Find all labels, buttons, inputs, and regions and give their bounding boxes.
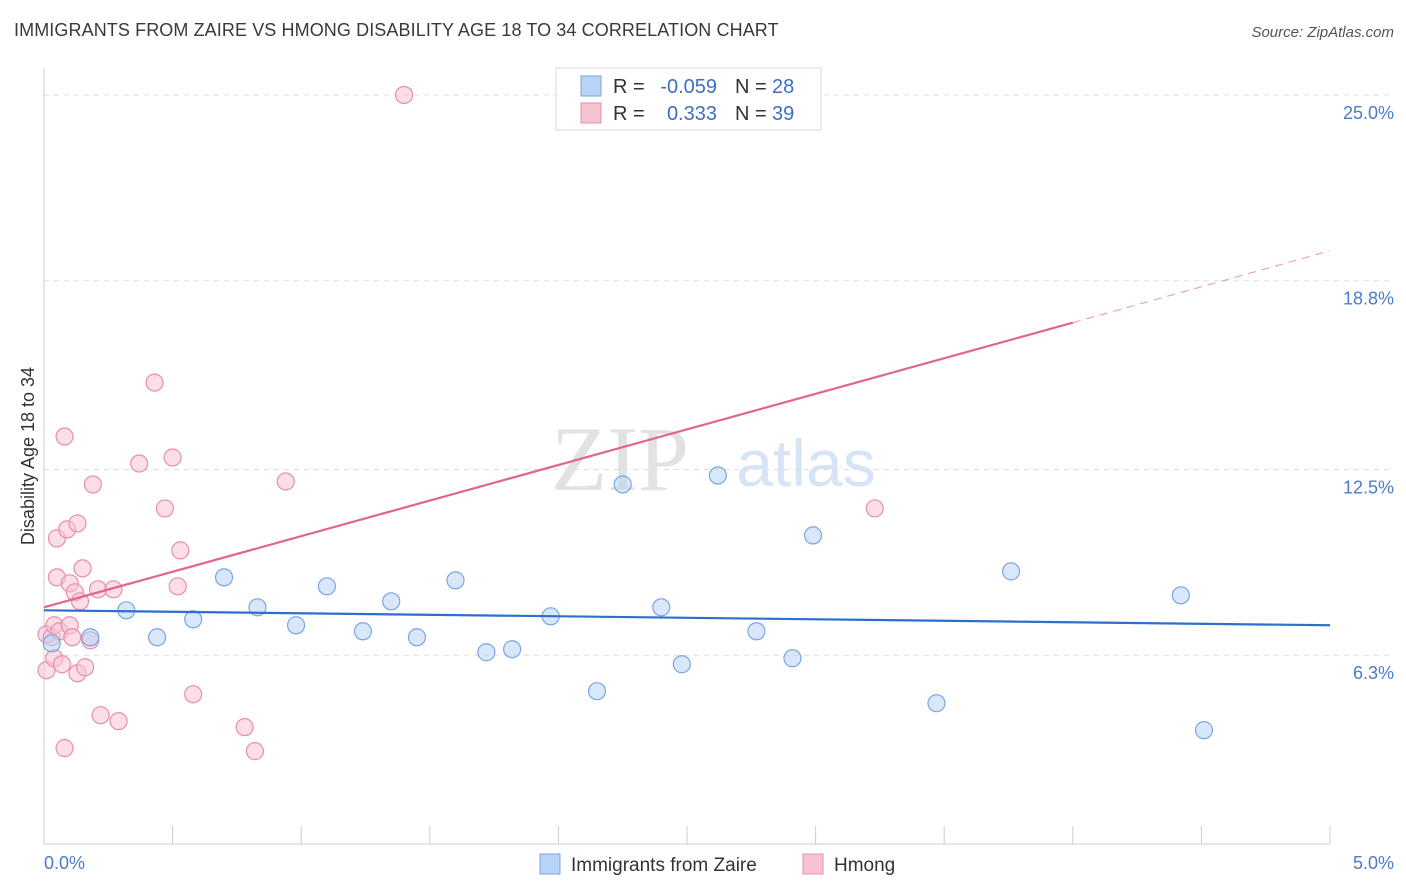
legend-n-value-zaire: 28 xyxy=(772,76,794,98)
hmong-point xyxy=(63,628,82,647)
series-legend-swatch-hmong xyxy=(802,853,824,875)
zaire-trend-line xyxy=(43,609,1331,627)
hmong-point xyxy=(171,541,190,560)
zaire-point xyxy=(672,655,691,674)
hmong-point xyxy=(865,499,884,518)
legend-r-value-zaire: -0.059 xyxy=(660,76,717,98)
zaire-point xyxy=(446,571,465,590)
hmong-point xyxy=(145,373,164,392)
hmong-point xyxy=(91,706,110,725)
zaire-point xyxy=(803,526,823,545)
legend-swatch-zaire xyxy=(580,75,602,97)
zaire-point xyxy=(783,649,802,668)
grid-lines xyxy=(44,94,1394,656)
hmong-point xyxy=(245,742,265,761)
hmong-points xyxy=(37,85,884,761)
hmong-point xyxy=(76,658,95,677)
series-legend-swatch-zaire xyxy=(539,853,561,875)
y-tick-label: 25.0% xyxy=(1343,103,1394,123)
legend-n-value-hmong: 39 xyxy=(772,103,794,125)
hmong-point xyxy=(235,718,254,737)
legend-n-label-hmong: N = xyxy=(735,103,767,125)
hmong-point xyxy=(52,655,72,674)
zaire-point xyxy=(184,610,203,629)
y-tick-label: 18.8% xyxy=(1343,289,1394,309)
legend-r-value-hmong: 0.333 xyxy=(667,103,717,125)
hmong-point xyxy=(68,514,87,533)
hmong-point xyxy=(88,580,108,599)
hmong-point xyxy=(155,499,174,518)
hmong-point xyxy=(394,85,414,105)
zaire-point xyxy=(1001,562,1021,581)
zaire-point xyxy=(587,682,607,701)
series-legend-label-zaire: Immigrants from Zaire xyxy=(571,855,757,876)
hmong-point xyxy=(168,577,187,596)
zaire-point xyxy=(927,694,946,713)
zaire-point xyxy=(317,577,337,596)
hmong-trend-line xyxy=(43,321,1074,609)
hmong-point xyxy=(276,472,295,491)
zaire-point xyxy=(407,628,427,647)
zaire-point xyxy=(613,475,632,494)
x-tick-label-max: 5.0% xyxy=(1353,853,1394,873)
legend-r-label-zaire: R = xyxy=(613,76,645,98)
watermark-zip: ZIP xyxy=(551,408,689,510)
hmong-point xyxy=(184,685,203,704)
hmong-point xyxy=(130,454,149,473)
zaire-point xyxy=(148,628,167,647)
x-tick-label-min: 0.0% xyxy=(44,853,85,873)
legend-swatch-hmong xyxy=(580,102,602,124)
hmong-point xyxy=(163,448,182,467)
zaire-point xyxy=(286,616,306,635)
chart-title: IMMIGRANTS FROM ZAIRE VS HMONG DISABILIT… xyxy=(14,20,779,40)
zaire-point xyxy=(382,592,401,611)
zaire-point xyxy=(42,634,61,653)
series-legend: Immigrants from Zaire Hmong xyxy=(539,853,895,876)
zaire-point xyxy=(1171,586,1190,605)
legend-r-label-hmong: R = xyxy=(613,103,645,125)
y-tick-label: 6.3% xyxy=(1353,663,1394,683)
zaire-point xyxy=(248,598,267,617)
hmong-point xyxy=(55,427,74,446)
hmong-point xyxy=(83,475,102,494)
hmong-trend-extension xyxy=(1072,250,1331,324)
y-tick-label: 12.5% xyxy=(1343,477,1394,497)
zaire-point xyxy=(214,568,234,587)
y-axis-label: Disability Age 18 to 34 xyxy=(18,367,38,545)
zaire-point xyxy=(81,628,100,647)
zaire-point xyxy=(652,598,671,617)
zaire-point xyxy=(1194,721,1214,740)
hmong-point xyxy=(109,712,128,731)
zaire-point xyxy=(708,466,727,485)
hmong-point xyxy=(73,559,92,578)
watermark-atlas: atlas xyxy=(736,426,875,500)
trend-lines xyxy=(43,250,1331,627)
zaire-point xyxy=(747,622,766,641)
y-axis-tick-labels: 6.3% 12.5% 18.8% 25.0% xyxy=(1343,103,1394,683)
correlation-legend: R = -0.059 N = 28 R = 0.333 N = 39 xyxy=(555,67,822,131)
series-legend-label-hmong: Hmong xyxy=(834,855,895,876)
source-note: Source: ZipAtlas.com xyxy=(1251,24,1394,41)
x-axis-ticks xyxy=(43,826,1331,844)
zaire-point xyxy=(353,622,373,641)
legend-n-label-zaire: N = xyxy=(735,76,767,98)
zaire-point xyxy=(503,640,522,659)
zaire-point xyxy=(477,643,496,662)
hmong-point xyxy=(55,739,74,758)
